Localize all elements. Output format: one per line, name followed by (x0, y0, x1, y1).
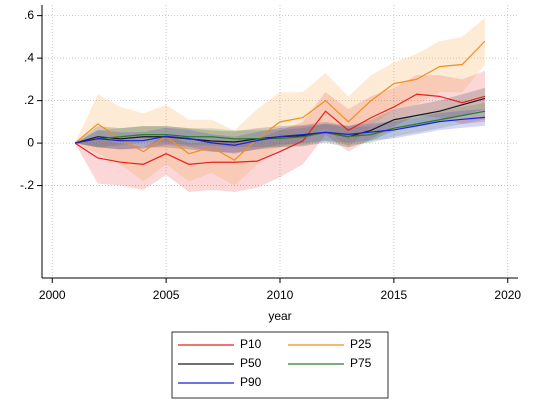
confidence-band (75, 17, 485, 186)
y-tick-label: 0 (27, 135, 34, 149)
line (74, 40, 486, 161)
x-tick-label: 2000 (39, 288, 66, 302)
y-tick-label: .2 (24, 93, 34, 107)
x-tick-label: 2010 (267, 288, 294, 302)
legend-label: P25 (350, 337, 372, 351)
legend-label: P50 (240, 356, 262, 370)
line (74, 110, 486, 144)
legend-box (171, 331, 389, 399)
line (74, 93, 486, 165)
confidence-band (75, 87, 485, 153)
line (74, 116, 486, 146)
legend-label: P90 (240, 375, 262, 389)
y-tick-label: -.2 (20, 178, 34, 192)
x-axis-label: year (268, 309, 291, 323)
confidence-band (75, 108, 485, 154)
confidence-band (75, 70, 485, 192)
legend-label: P10 (240, 337, 262, 351)
legend-label: P75 (350, 356, 372, 370)
x-tick-label: 2005 (153, 288, 180, 302)
y-tick-label: .6 (24, 8, 34, 22)
y-tick-label: .4 (24, 50, 34, 64)
x-tick-label: 2015 (381, 288, 408, 302)
x-tick-label: 2020 (494, 288, 521, 302)
